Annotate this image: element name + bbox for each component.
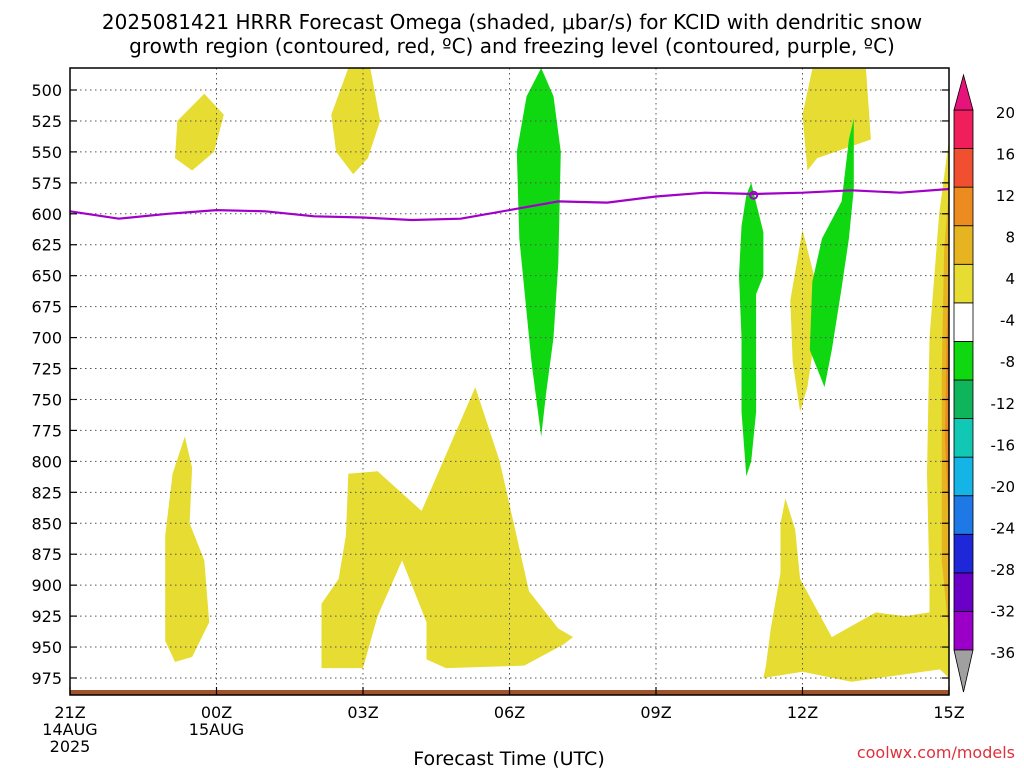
- freezing-level-contour: [69, 187, 950, 222]
- omega-shaded-regions: [165, 68, 949, 682]
- y-tick-label-900: 900: [31, 576, 62, 595]
- chart-title-line-2: growth region (contoured, red, ºC) and f…: [129, 34, 895, 58]
- grid-lines: [70, 68, 949, 690]
- y-tick-label-750: 750: [31, 390, 62, 409]
- freezing-level-marker: [749, 190, 759, 200]
- x-tick-label-9-0: 06Z: [494, 703, 525, 722]
- colorbar-bin-2: [953, 533, 974, 574]
- colorbar-label-5: -4: [1000, 312, 1015, 330]
- colorbar: 20 16 12 8 4 -4 -8 -12 -16 -20 -24 -28 -32 -36: [953, 73, 1016, 693]
- colorbar-label-1: 16: [996, 146, 1015, 164]
- colorbar-label-11: -28: [991, 561, 1016, 579]
- y-tick-label-600: 600: [31, 205, 62, 224]
- y-tick-label-725: 725: [31, 360, 62, 379]
- colorbar-bin-4: [953, 456, 974, 497]
- colorbar-label-13: -36: [991, 644, 1016, 662]
- colorbar-bin-0: [953, 611, 974, 651]
- y-tick-label-550: 550: [31, 143, 62, 162]
- colorbar-label-10: -24: [991, 519, 1016, 537]
- y-tick-label-975: 975: [31, 669, 62, 688]
- colorbar-label-3: 8: [1005, 229, 1015, 247]
- y-tick-label-800: 800: [31, 452, 62, 471]
- x-tick-label-3-1: 15AUG: [189, 720, 244, 739]
- colorbar-label-7: -12: [991, 395, 1016, 413]
- y-tick-label-925: 925: [31, 607, 62, 626]
- colorbar-bottom-arrow: [953, 649, 974, 693]
- y-tick-label-575: 575: [31, 174, 62, 193]
- y-tick-label-825: 825: [31, 483, 62, 502]
- x-tick-label-18-0: 15Z: [933, 703, 964, 722]
- colorbar-bin-7: [953, 341, 974, 381]
- y-tick-label-525: 525: [31, 112, 62, 131]
- x-tick-label-15-0: 12Z: [787, 703, 818, 722]
- omega-region-4: [802, 69, 871, 171]
- omega-region-2: [165, 436, 210, 662]
- y-tick-label-700: 700: [31, 329, 62, 348]
- colorbar-bin-12: [953, 148, 974, 188]
- x-axis-label: Forecast Time (UTC): [413, 748, 604, 768]
- freezing-level-line: [69, 187, 950, 222]
- colorbar-label-6: -8: [1000, 353, 1015, 371]
- x-tick-label-12-0: 09Z: [640, 703, 671, 722]
- colorbar-top-arrow: [953, 73, 974, 111]
- credit-text: coolwx.com/models: [857, 743, 1015, 762]
- colorbar-bin-10: [953, 225, 974, 265]
- omega-region-3: [321, 387, 573, 669]
- y-tick-label-850: 850: [31, 514, 62, 533]
- colorbar-bin-13: [953, 109, 974, 149]
- colorbar-label-12: -32: [991, 602, 1016, 620]
- omega-region-6: [763, 498, 949, 682]
- y-tick-label-875: 875: [31, 545, 62, 564]
- y-tick-label-950: 950: [31, 638, 62, 657]
- colorbar-bin-8: [953, 302, 974, 342]
- colorbar-bin-6: [953, 379, 974, 419]
- plot-area: [69, 67, 950, 696]
- chart-title-line-1: 2025081421 HRRR Forecast Omega (shaded, …: [102, 10, 922, 34]
- omega-region-10: [516, 68, 561, 437]
- y-tick-label-775: 775: [31, 421, 62, 440]
- omega-region-12: [739, 182, 764, 477]
- x-tick-label-0-0: 21Z: [54, 703, 85, 722]
- colorbar-bin-3: [953, 495, 974, 535]
- y-tick-label-650: 650: [31, 267, 62, 286]
- x-tick-label-6-0: 03Z: [347, 703, 378, 722]
- colorbar-label-8: -16: [991, 436, 1016, 454]
- colorbar-bin-11: [953, 186, 974, 227]
- x-tick-label-0-2: 2025: [50, 737, 91, 756]
- x-tick-label-3-0: 00Z: [201, 703, 232, 722]
- x-tick-label-0-1: 14AUG: [42, 720, 97, 739]
- colorbar-bin-5: [953, 418, 974, 458]
- colorbar-label-4: 4: [1005, 270, 1015, 288]
- colorbar-label-9: -20: [991, 478, 1016, 496]
- omega-region-0: [175, 93, 224, 171]
- pressure-axis: 500 525 550 575 600 625 650 675 700 725 750 775 800 8…: [31, 81, 949, 688]
- y-tick-label-500: 500: [31, 81, 62, 100]
- y-tick-label-675: 675: [31, 298, 62, 317]
- colorbar-label-2: 12: [996, 187, 1015, 205]
- omega-region-11: [809, 118, 854, 388]
- colorbar-bin-9: [953, 263, 974, 304]
- colorbar-bin-1: [953, 572, 974, 612]
- y-tick-label-625: 625: [31, 236, 62, 255]
- colorbar-label-0: 20: [996, 104, 1015, 122]
